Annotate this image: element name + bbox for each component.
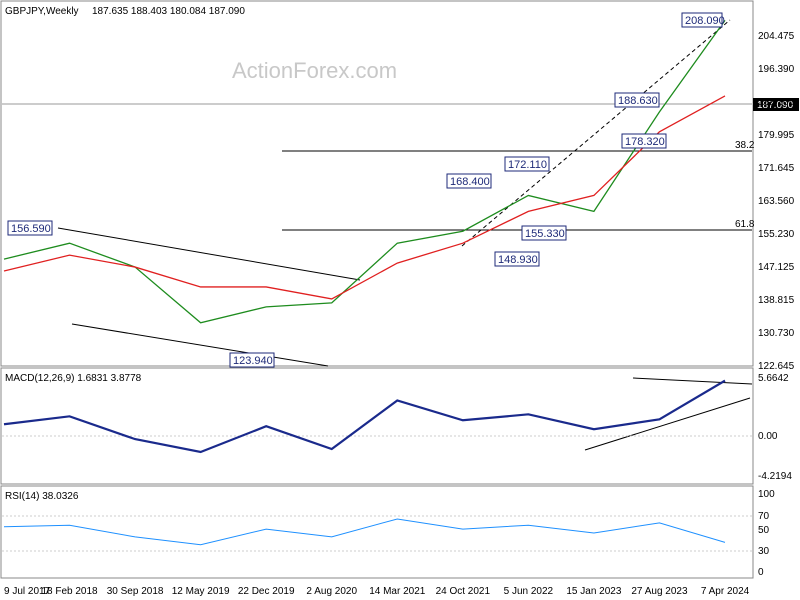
annotation-text-9: 123.940: [233, 355, 273, 367]
chart-ohlc: 187.635 188.403 180.084 187.090: [92, 6, 245, 17]
watermark: ActionForex.com: [232, 58, 397, 83]
x-tick-label: 7 Apr 2024: [701, 586, 750, 597]
rsi-series: [3, 518, 726, 546]
price-series: [3, 19, 726, 324]
macd-support-line: [584, 397, 751, 451]
macd-resistance-line: [632, 377, 753, 385]
channel-bottom-line: [71, 323, 329, 367]
x-tick-label: 5 Jun 2022: [504, 586, 554, 597]
annotation-box-5: [446, 173, 492, 189]
price-y-tick-label: 179.995: [758, 130, 795, 141]
price-y-tick-label: 138.815: [758, 295, 795, 306]
x-tick-label: 27 Aug 2023: [631, 586, 688, 597]
annotation-text-3: 178.320: [625, 136, 665, 148]
annotation-box-3: [621, 133, 667, 149]
macd-pane-frame: [0, 367, 754, 485]
x-tick-label: 15 Jan 2023: [566, 586, 621, 597]
price-y-tick-label: 155.230: [758, 229, 795, 240]
x-tick-label: 2 Aug 2020: [306, 586, 357, 597]
annotation-box-6: [521, 225, 567, 241]
annotation-text-5: 168.400: [450, 176, 490, 188]
fibo-61-label: 61.8: [735, 219, 755, 230]
x-tick-label: 18 Feb 2018: [41, 586, 98, 597]
annotation-box-1: [681, 12, 723, 28]
rsi-y-tick-label: 50: [758, 525, 770, 536]
price-y-tick-label: 171.645: [758, 163, 795, 174]
current-price-badge: [753, 98, 799, 111]
macd-title: MACD(12,26,9) 1.6831 3.8778: [5, 373, 142, 384]
price-y-tick-label: 204.475: [758, 31, 795, 42]
x-tick-label: 12 May 2019: [172, 586, 230, 597]
rsi-y-tick-label: 70: [758, 511, 770, 522]
price-y-tick-label: 122.645: [758, 361, 795, 372]
price-y-tick-label: 163.560: [758, 196, 795, 207]
annotation-box-9: [229, 352, 275, 368]
price-y-tick-label: 130.730: [758, 328, 795, 339]
channel-top-line: [57, 227, 361, 281]
x-tick-label: 22 Dec 2019: [238, 586, 295, 597]
annotation-box-4: [504, 156, 550, 172]
annotation-text-4: 172.110: [508, 159, 547, 171]
annotation-text-7: 148.930: [498, 254, 538, 266]
fibo-38-label: 38.2: [735, 140, 755, 151]
x-tick-label: 30 Sep 2018: [107, 586, 164, 597]
dashed-trend-line: [461, 19, 731, 247]
annotation-text-6: 155.330: [525, 228, 565, 240]
annotation-text-8: 156.590: [11, 223, 51, 235]
rsi-y-tick-label: 100: [758, 489, 775, 500]
macd-y-axis: 5.6642 0.00 -4.2194: [758, 373, 792, 482]
annotation-box-2: [614, 92, 660, 108]
annotation-box-7: [494, 251, 540, 267]
price-y-axis: 204.475 196.390 188.305 179.995 171.645 163.5…: [758, 31, 795, 372]
rsi-y-axis: 100 70 50 30 0: [758, 489, 775, 578]
annotation-text-2: 188.630: [618, 95, 658, 107]
macd-y-tick-label: 0.00: [758, 431, 778, 442]
price-y-tick-label: 147.125: [758, 262, 795, 273]
price-pane-frame: [0, 0, 754, 367]
x-tick-label: 24 Oct 2021: [436, 586, 491, 597]
rsi-y-tick-label: 0: [758, 567, 764, 578]
rsi-pane-frame: [0, 485, 754, 579]
macd-y-tick-label: -4.2194: [758, 471, 792, 482]
price-y-tick-label: 188.305: [758, 97, 795, 108]
chart-symbol: GBPJPY,Weekly: [5, 6, 79, 17]
annotation-text-1: 208.090: [685, 15, 725, 27]
macd-series: [3, 379, 726, 454]
x-tick-label: 9 Jul 2017: [4, 586, 51, 597]
ma-series: [3, 95, 726, 300]
x-tick-label: 14 Mar 2021: [369, 586, 426, 597]
annotation-box-8: [7, 220, 53, 236]
current-price-label: 187.090: [757, 100, 794, 111]
price-y-tick-label: 196.390: [758, 64, 795, 75]
rsi-title: RSI(14) 38.0326: [5, 491, 79, 502]
rsi-y-tick-label: 30: [758, 546, 770, 557]
macd-y-tick-label: 5.6642: [758, 373, 789, 384]
